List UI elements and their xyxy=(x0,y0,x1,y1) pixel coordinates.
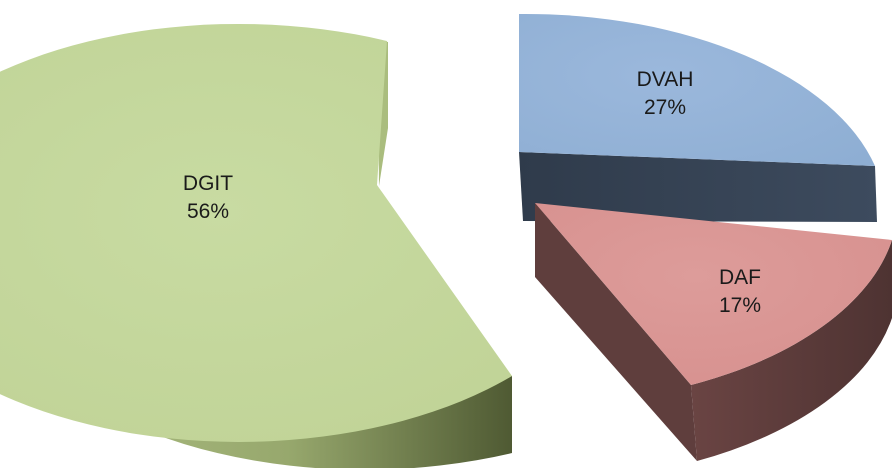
slice-daf-top xyxy=(535,203,892,385)
label-dgit-name: DGIT xyxy=(183,172,233,195)
slice-daf-side xyxy=(691,240,892,461)
label-daf-name: DAF xyxy=(719,266,761,289)
slice-dgit-top xyxy=(0,23,512,442)
slice-dvah-top xyxy=(519,13,875,166)
slice-dgit xyxy=(0,23,512,468)
label-dvah-name: DVAH xyxy=(637,68,694,91)
label-dvah-value: 27% xyxy=(644,96,686,119)
slice-dvah-side xyxy=(519,152,877,222)
label-daf-value: 17% xyxy=(719,294,761,317)
label-dgit-value: 56% xyxy=(187,200,229,223)
slice-daf xyxy=(535,203,892,461)
slice-dvah xyxy=(519,13,877,222)
slice-daf-side-left xyxy=(535,203,697,461)
